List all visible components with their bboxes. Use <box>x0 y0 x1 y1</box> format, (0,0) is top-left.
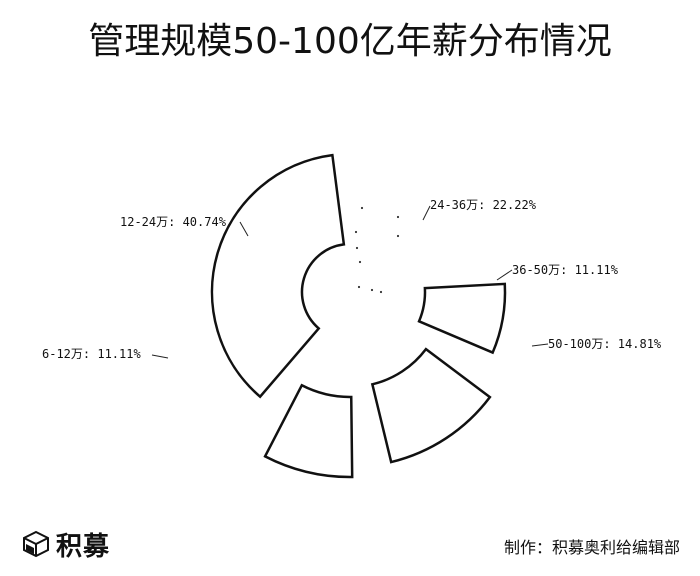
slice-label: 6-12万: 11.11% <box>42 347 141 361</box>
leader-line <box>422 205 431 221</box>
credit-text: 制作：积募奥利给编辑部 <box>503 538 680 557</box>
cube-logo-icon <box>23 530 49 558</box>
slice-label: 12-24万: 40.74% <box>120 215 227 229</box>
chart-title: 管理规模50-100亿年薪分布情况 <box>88 21 612 62</box>
slice-label: 24-36万: 22.22% <box>430 198 537 212</box>
pie-slice-12-24 <box>210 153 346 399</box>
slice-label: 36-50万: 11.11% <box>512 263 619 277</box>
pie-slice-6-12 <box>263 383 354 479</box>
leader-line <box>151 354 169 359</box>
pie-slice-50-100 <box>370 347 492 464</box>
slice-label: 50-100万: 14.81% <box>548 337 662 351</box>
pie-slice-24-36 <box>354 206 400 294</box>
pie-slice-36-50 <box>417 282 507 355</box>
logo-text: 积募 <box>56 531 111 562</box>
leader-line <box>239 221 249 237</box>
footer-logo: 积募 <box>22 526 110 562</box>
leader-line <box>496 269 513 281</box>
leader-line <box>531 343 549 347</box>
